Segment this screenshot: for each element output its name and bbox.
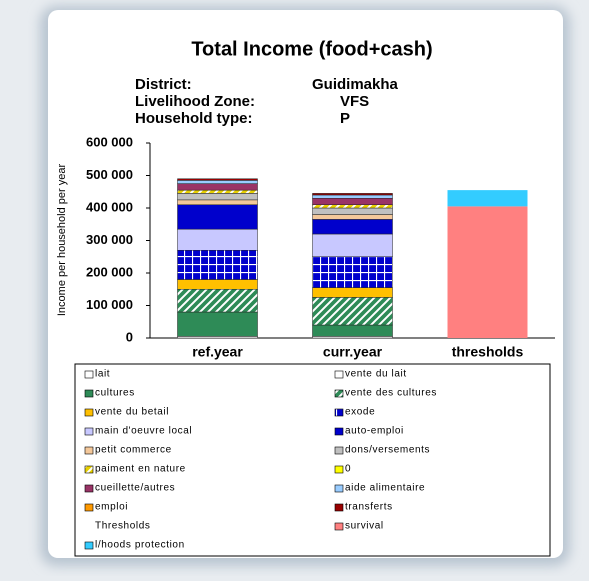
info-value: Guidimakha	[312, 76, 399, 93]
legend-label: dons/versements	[345, 445, 430, 456]
info-label: District:	[135, 76, 192, 93]
y-tick-label: 400 000	[86, 199, 133, 214]
legend-label: cultures	[95, 388, 135, 399]
bar-segment	[312, 256, 393, 288]
bar-segment	[312, 297, 393, 326]
y-tick-label: 0	[126, 329, 133, 344]
legend-swatch	[334, 503, 344, 512]
bar-segment	[312, 324, 393, 337]
bar-segment	[447, 190, 528, 207]
legend-label: emploi	[95, 502, 128, 513]
legend-swatch	[334, 484, 344, 493]
legend-swatch	[334, 389, 344, 398]
bar-segment	[177, 180, 258, 184]
bar-segment	[177, 250, 258, 280]
legend-swatch	[334, 465, 344, 474]
bar-segment	[312, 287, 393, 298]
legend-label: auto-emploi	[345, 426, 404, 437]
bar-segment	[312, 194, 393, 199]
legend-swatch	[334, 370, 344, 379]
bar-segment	[312, 233, 393, 257]
bar-segment	[447, 206, 528, 338]
legend-label: survival	[345, 521, 384, 532]
legend-box	[74, 363, 551, 557]
legend-label: transferts	[345, 502, 393, 513]
x-tick-label: curr.year	[323, 344, 383, 360]
legend-swatch	[84, 465, 94, 474]
bar-segment	[177, 183, 258, 191]
bar-segment	[177, 289, 258, 313]
bar-segment	[177, 199, 258, 205]
legend-label: 0	[345, 464, 351, 475]
legend-swatch	[334, 446, 344, 455]
y-tick-label: 200 000	[86, 264, 133, 279]
legend-swatch	[334, 408, 344, 417]
bar-segment	[177, 311, 258, 337]
legend-label: cueillette/autres	[95, 483, 175, 494]
bar-segment	[177, 193, 258, 201]
legend-swatch	[84, 408, 94, 417]
info-label: Livelihood Zone:	[135, 93, 255, 110]
info-value: P	[340, 110, 350, 127]
y-tick-label: 100 000	[86, 297, 133, 312]
bar-segment	[312, 193, 393, 196]
legend-swatch	[84, 541, 94, 550]
legend-swatch	[334, 427, 344, 436]
legend-label: exode	[345, 407, 375, 418]
legend-swatch	[84, 427, 94, 436]
y-tick-label: 600 000	[86, 134, 133, 149]
bar-segment	[312, 219, 393, 235]
legend-swatch	[84, 503, 94, 512]
x-tick-label: thresholds	[452, 344, 524, 360]
y-tick-label: 300 000	[86, 232, 133, 247]
bar-segment	[177, 228, 258, 251]
x-tick-label: ref.year	[192, 344, 243, 360]
legend-label: main d'oeuvre local	[95, 426, 192, 437]
bar-segment	[312, 204, 393, 209]
bar-segment	[177, 189, 258, 194]
legend-swatch	[84, 370, 94, 379]
chart-title: Total Income (food+cash)	[191, 38, 432, 60]
legend-label: vente des cultures	[345, 388, 437, 399]
legend-swatch	[84, 389, 94, 398]
legend-swatch	[84, 446, 94, 455]
legend-label: paiment en nature	[95, 464, 186, 475]
bar-segment	[177, 279, 258, 290]
y-axis-label: Income per household per year	[56, 164, 68, 317]
legend-swatch	[84, 484, 94, 493]
bar-segment	[177, 178, 258, 181]
legend-label: aide alimentaire	[345, 483, 425, 494]
bar-segment	[177, 204, 258, 230]
legend-label: Thresholds	[95, 521, 150, 532]
y-tick-label: 500 000	[86, 167, 133, 182]
legend-label: petit commerce	[95, 445, 172, 456]
info-label: Household type:	[135, 110, 253, 127]
legend-label: lait	[95, 369, 110, 380]
bar-segment	[312, 207, 393, 215]
legend-label: vente du betail	[95, 407, 169, 418]
bar-segment	[312, 198, 393, 205]
info-value: VFS	[340, 93, 369, 110]
legend-label: vente du lait	[345, 369, 407, 380]
legend-swatch	[334, 522, 344, 531]
legend-label: l/hoods protection	[95, 540, 185, 551]
bar-segment	[312, 214, 393, 220]
